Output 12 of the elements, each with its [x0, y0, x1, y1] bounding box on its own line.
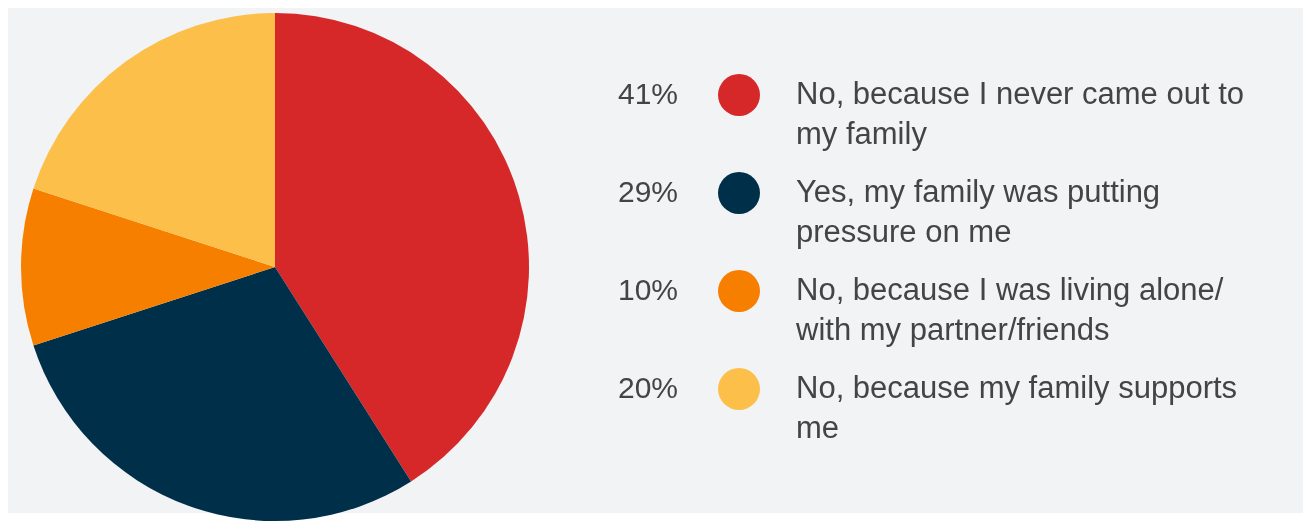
data-label: 10%: [618, 271, 680, 308]
data-label: 20%: [618, 369, 680, 406]
pie-slice: [33, 267, 412, 521]
legend-label: No, because my family supports me: [796, 368, 1239, 447]
legend-label: No, because I was living alone/ with my partner/friends: [796, 270, 1225, 349]
data-label: 29%: [618, 173, 680, 210]
pie-slice: [21, 188, 275, 346]
pie-slice: [33, 13, 275, 267]
pie-slice: [275, 13, 529, 482]
legend-label: No, because I never came out to my family: [796, 74, 1246, 153]
data-label: 41%: [618, 75, 680, 112]
legend-label: Yes, my family was putting pressure on me: [796, 172, 1162, 251]
